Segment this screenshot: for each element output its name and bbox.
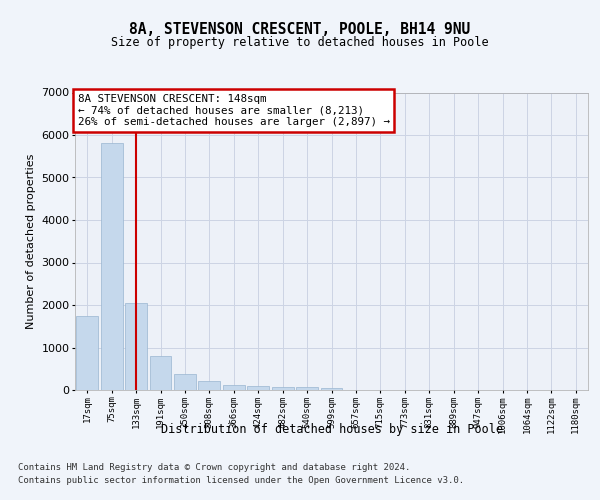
Bar xyxy=(76,316,98,390)
Bar xyxy=(296,386,318,390)
Y-axis label: Number of detached properties: Number of detached properties xyxy=(26,154,36,329)
Bar xyxy=(125,303,147,390)
Bar xyxy=(174,374,196,390)
Bar xyxy=(101,144,122,390)
Text: Size of property relative to detached houses in Poole: Size of property relative to detached ho… xyxy=(111,36,489,49)
Bar xyxy=(149,356,172,390)
Bar xyxy=(272,387,293,390)
Text: Contains HM Land Registry data © Crown copyright and database right 2024.: Contains HM Land Registry data © Crown c… xyxy=(18,462,410,471)
Bar xyxy=(199,381,220,390)
Text: 8A STEVENSON CRESCENT: 148sqm
← 74% of detached houses are smaller (8,213)
26% o: 8A STEVENSON CRESCENT: 148sqm ← 74% of d… xyxy=(77,94,389,127)
Bar xyxy=(247,386,269,390)
Text: 8A, STEVENSON CRESCENT, POOLE, BH14 9NU: 8A, STEVENSON CRESCENT, POOLE, BH14 9NU xyxy=(130,22,470,38)
Bar xyxy=(320,388,343,390)
Text: Contains public sector information licensed under the Open Government Licence v3: Contains public sector information licen… xyxy=(18,476,464,485)
Bar xyxy=(223,385,245,390)
Text: Distribution of detached houses by size in Poole: Distribution of detached houses by size … xyxy=(161,422,503,436)
